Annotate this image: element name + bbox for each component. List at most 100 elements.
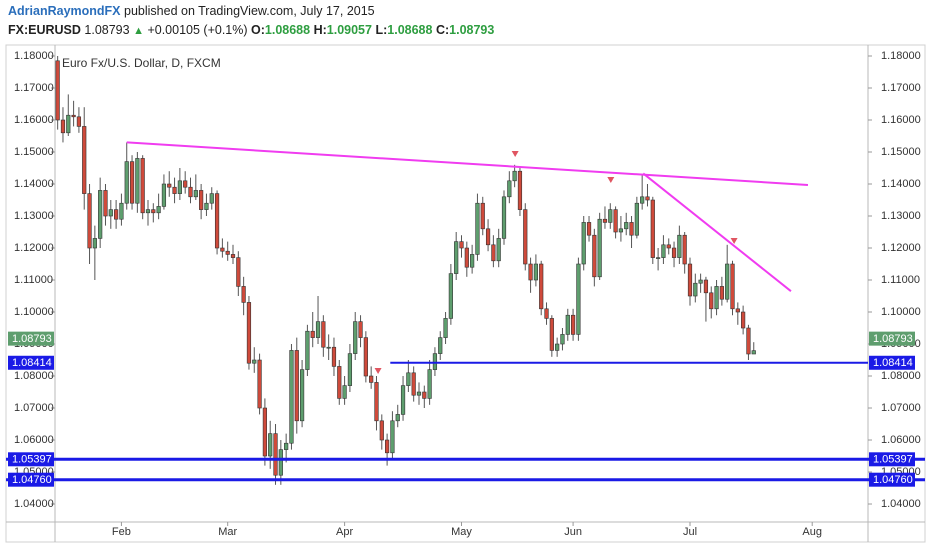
candle-body bbox=[167, 183, 172, 188]
candle-body bbox=[427, 369, 432, 399]
candle-body bbox=[746, 327, 751, 355]
candle-body bbox=[268, 433, 273, 457]
change: +0.00105 (+0.1%) bbox=[147, 23, 248, 37]
candle-body bbox=[60, 119, 66, 134]
low-value: 1.08688 bbox=[387, 23, 433, 37]
candle-body bbox=[512, 170, 517, 182]
candle-body bbox=[262, 407, 267, 457]
candle-body bbox=[485, 228, 491, 246]
candle-body bbox=[714, 286, 719, 310]
candle-body bbox=[666, 244, 671, 249]
candle-body bbox=[544, 308, 549, 319]
candle-body bbox=[523, 209, 528, 265]
price-line-label-box bbox=[869, 472, 915, 487]
candle-body bbox=[124, 161, 129, 204]
symbol: FX:EURUSD bbox=[8, 23, 81, 37]
price-line-label: 1.08414 bbox=[873, 357, 913, 369]
candle-body bbox=[103, 190, 108, 217]
y-tick-label: 1.12000 bbox=[881, 242, 921, 254]
candle-body bbox=[501, 196, 507, 239]
y-tick-label: 1.07000 bbox=[881, 402, 921, 414]
candle-body bbox=[188, 186, 193, 198]
candle-body bbox=[321, 321, 326, 348]
candle-body bbox=[634, 202, 639, 236]
publish-line: AdrianRaymondFX published on TradingView… bbox=[8, 4, 375, 18]
candle-body bbox=[395, 414, 400, 422]
candle-body bbox=[645, 196, 650, 201]
candle-body bbox=[422, 391, 427, 399]
candle-body bbox=[491, 244, 496, 262]
candle-body bbox=[703, 279, 709, 294]
candle-body bbox=[725, 263, 730, 300]
x-tick-label: Apr bbox=[336, 526, 353, 538]
candle-body bbox=[193, 190, 198, 198]
candle-body bbox=[677, 234, 682, 258]
candle-body bbox=[656, 257, 661, 259]
candle-body bbox=[597, 218, 602, 278]
candle-body bbox=[278, 449, 283, 476]
up-arrow: ▲ bbox=[133, 25, 144, 37]
trend-line bbox=[126, 141, 809, 186]
candle-body bbox=[602, 218, 608, 223]
candle-body bbox=[549, 318, 554, 351]
price-line-label-box bbox=[8, 452, 54, 467]
close-value: 1.08793 bbox=[449, 23, 495, 37]
candle-body bbox=[273, 433, 278, 476]
candle-body bbox=[735, 308, 740, 313]
y-tick-label: 1.16000 bbox=[14, 114, 54, 126]
y-tick-label: 1.04000 bbox=[14, 498, 54, 510]
candle-body bbox=[385, 439, 390, 454]
candle-body bbox=[289, 350, 294, 444]
y-tick-label: 1.17000 bbox=[881, 82, 921, 94]
candle-body bbox=[363, 337, 368, 377]
y-tick-label: 1.06000 bbox=[14, 434, 54, 446]
price-line-label: 1.04760 bbox=[12, 474, 52, 486]
y-tick-label: 1.10000 bbox=[14, 306, 54, 318]
arrow-marker bbox=[374, 368, 382, 375]
candle-body bbox=[71, 114, 76, 118]
candle-body bbox=[92, 238, 97, 249]
candle-body bbox=[432, 353, 438, 370]
candle-body bbox=[66, 114, 71, 134]
y-tick-label: 1.04000 bbox=[881, 498, 921, 510]
close-price-label-box bbox=[869, 331, 915, 346]
candle-body bbox=[687, 263, 693, 297]
candle-body bbox=[470, 254, 475, 268]
candle-body bbox=[379, 420, 384, 441]
candle-body bbox=[98, 190, 103, 239]
candle-body bbox=[337, 366, 342, 399]
author[interactable]: AdrianRaymondFX bbox=[8, 4, 121, 18]
candle-body bbox=[448, 273, 453, 319]
candle-body bbox=[613, 209, 618, 233]
candle-body bbox=[294, 350, 299, 422]
open-label: O: bbox=[251, 23, 265, 37]
candle-body bbox=[204, 202, 209, 210]
candle-body bbox=[661, 244, 666, 258]
price-line-label: 1.05397 bbox=[12, 454, 52, 466]
y-tick-label: 1.13000 bbox=[881, 210, 921, 222]
last-price: 1.08793 bbox=[84, 23, 130, 37]
candle-body bbox=[459, 241, 464, 249]
candle-body bbox=[241, 286, 246, 303]
arrow-marker bbox=[607, 177, 615, 184]
price-line-label: 1.04760 bbox=[873, 474, 913, 486]
y-tick-label: 1.14000 bbox=[881, 178, 921, 190]
arrow-marker bbox=[730, 237, 738, 244]
candle-body bbox=[358, 321, 363, 338]
candle-body bbox=[225, 250, 230, 255]
y-tick-label: 1.15000 bbox=[881, 146, 921, 158]
candle-body bbox=[608, 209, 613, 223]
candle-body bbox=[751, 350, 756, 355]
candle-body bbox=[480, 202, 485, 230]
candle-body bbox=[326, 346, 331, 349]
candle-body bbox=[416, 391, 422, 396]
y-tick-label: 1.06000 bbox=[881, 434, 921, 446]
candle-body bbox=[565, 314, 570, 335]
candle-body bbox=[315, 321, 321, 338]
candle-body bbox=[369, 375, 374, 383]
x-tick-label: Aug bbox=[802, 526, 822, 538]
price-line-label-box bbox=[869, 355, 915, 370]
y-tick-label: 1.14000 bbox=[14, 178, 54, 190]
price-line-label-box bbox=[8, 472, 54, 487]
